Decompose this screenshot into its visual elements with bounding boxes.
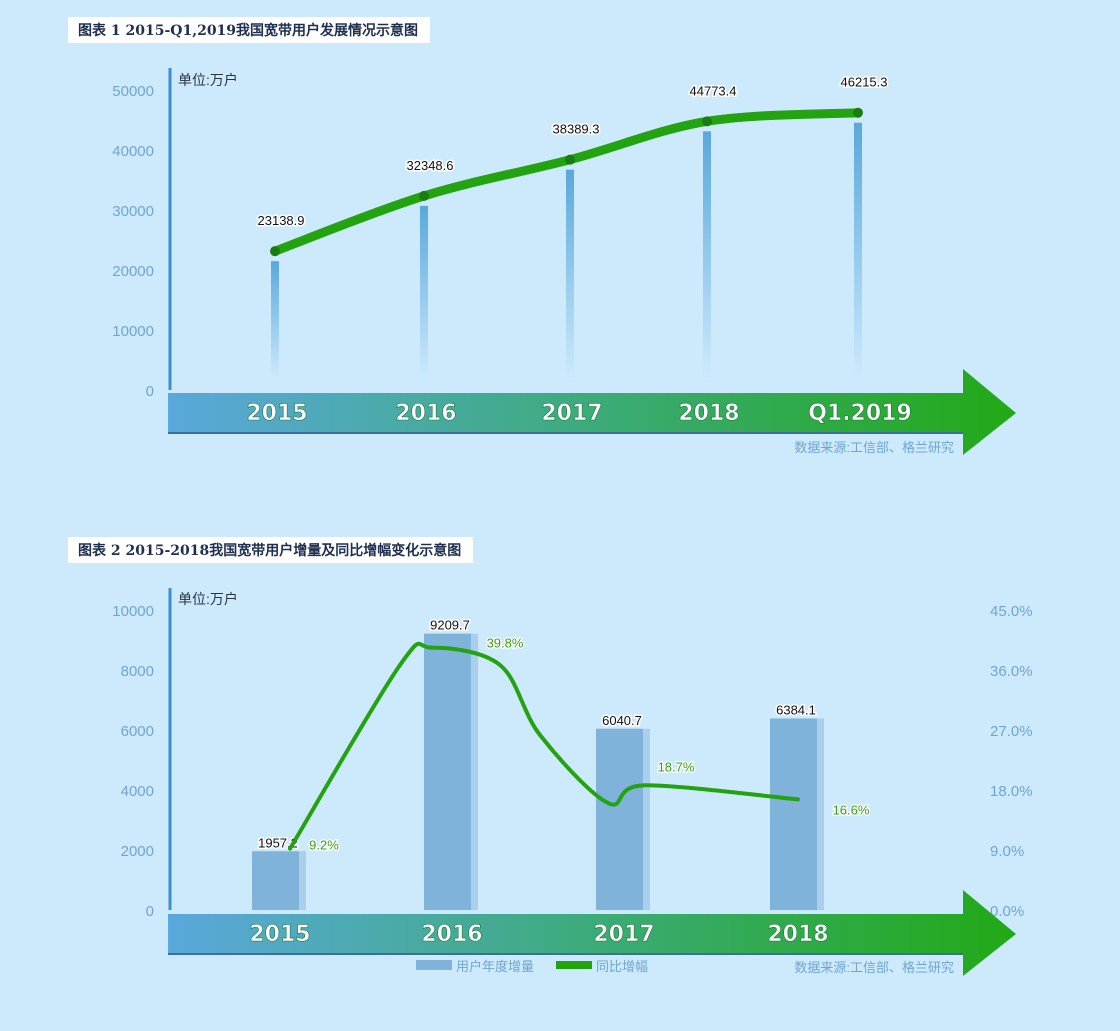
data-point <box>270 246 280 257</box>
x-category-label: 2016 <box>421 922 482 947</box>
axis-arrow-band <box>168 890 1016 976</box>
growth-label: 9.2% <box>309 838 339 853</box>
growth-label: 39.8% <box>487 636 524 651</box>
data-label: 46215.3 <box>841 75 888 90</box>
chart-1-title: 图表 1 2015-Q1,2019我国宽带用户发展情况示意图 <box>68 17 431 43</box>
y2-tick-label: 45.0% <box>990 603 1033 620</box>
y-tick-label: 40000 <box>112 143 154 160</box>
growth-line <box>288 641 800 851</box>
y2-tick-label: 0.0% <box>990 903 1024 920</box>
bar <box>424 633 471 910</box>
y2-tick-label: 9.0% <box>990 843 1024 860</box>
bar <box>252 851 299 910</box>
chart-panel-2: 图表 2 2015-2018我国宽带用户增量及同比增幅变化示意图 0 2000 40… <box>0 520 1120 1031</box>
bar <box>596 728 643 910</box>
value-bar <box>271 261 279 380</box>
y-tick-label: 8000 <box>121 663 154 680</box>
y-tick-label: 0 <box>146 383 154 400</box>
y-tick-label: 20000 <box>112 263 154 280</box>
value-bar <box>420 205 428 380</box>
x-category-label: 2015 <box>249 922 310 947</box>
legend-swatch-line <box>556 961 592 969</box>
y-tick-label: 4000 <box>121 783 154 800</box>
legend-label-line: 同比增幅 <box>596 959 648 974</box>
data-label: 38389.3 <box>553 122 600 137</box>
x-category-label: 2016 <box>395 401 456 426</box>
x-category-label: 2018 <box>678 401 739 426</box>
x-category-label: 2017 <box>593 922 654 947</box>
value-bar <box>703 131 711 380</box>
bar <box>770 718 817 910</box>
value-bar <box>566 169 574 380</box>
source-note: 数据来源:工信部、格兰研究 <box>794 440 954 455</box>
legend-label-bar: 用户年度增量 <box>456 959 534 974</box>
unit-label: 单位:万户 <box>178 591 238 607</box>
y2-tick-label: 36.0% <box>990 663 1033 680</box>
data-label: 23138.9 <box>258 213 305 228</box>
bar-value-label: 9209.7 <box>430 618 470 633</box>
y2-tick-label: 27.0% <box>990 723 1033 740</box>
y-tick-label: 10000 <box>112 603 154 620</box>
data-point <box>702 116 712 127</box>
y-tick-label: 6000 <box>121 723 154 740</box>
chart-panel-1: 图表 1 2015-Q1,2019我国宽带用户发展情况示意图 0 10000 200… <box>0 0 1120 500</box>
y2-tick-label: 18.0% <box>990 783 1033 800</box>
y-tick-label: 10000 <box>112 323 154 340</box>
y-tick-label: 30000 <box>112 203 154 220</box>
bar-value-label: 6040.7 <box>602 713 642 728</box>
source-note: 数据来源:工信部、格兰研究 <box>794 960 954 975</box>
data-point <box>565 154 575 165</box>
y-tick-label: 50000 <box>112 83 154 100</box>
data-point <box>419 190 429 201</box>
chart-2-svg: 0 2000 4000 6000 8000 10000 0.0% 9.0% 18.0% 27.0%… <box>112 588 1033 976</box>
x-category-label: Q1.2019 <box>808 401 912 426</box>
data-label: 44773.4 <box>690 83 737 98</box>
growth-label: 16.6% <box>833 802 870 817</box>
unit-label: 单位:万户 <box>178 72 238 88</box>
bar-value-label: 6384.1 <box>776 702 816 717</box>
x-category-label: 2018 <box>767 922 828 947</box>
growth-label: 18.7% <box>658 759 695 774</box>
data-label: 32348.6 <box>407 158 454 173</box>
chart-2-title: 图表 2 2015-2018我国宽带用户增量及同比增幅变化示意图 <box>68 537 474 563</box>
axis-arrow-band <box>168 369 1016 455</box>
x-category-label: 2015 <box>246 401 307 426</box>
chart-1-svg: 0 10000 20000 30000 40000 50000 单位:万户 23138.9 32… <box>112 68 1016 455</box>
x-category-label: 2017 <box>541 401 602 426</box>
y-tick-label: 2000 <box>121 843 154 860</box>
value-bar <box>854 122 862 381</box>
data-point <box>853 107 863 118</box>
legend-swatch-bar <box>416 960 452 970</box>
y-tick-label: 0 <box>146 903 154 920</box>
